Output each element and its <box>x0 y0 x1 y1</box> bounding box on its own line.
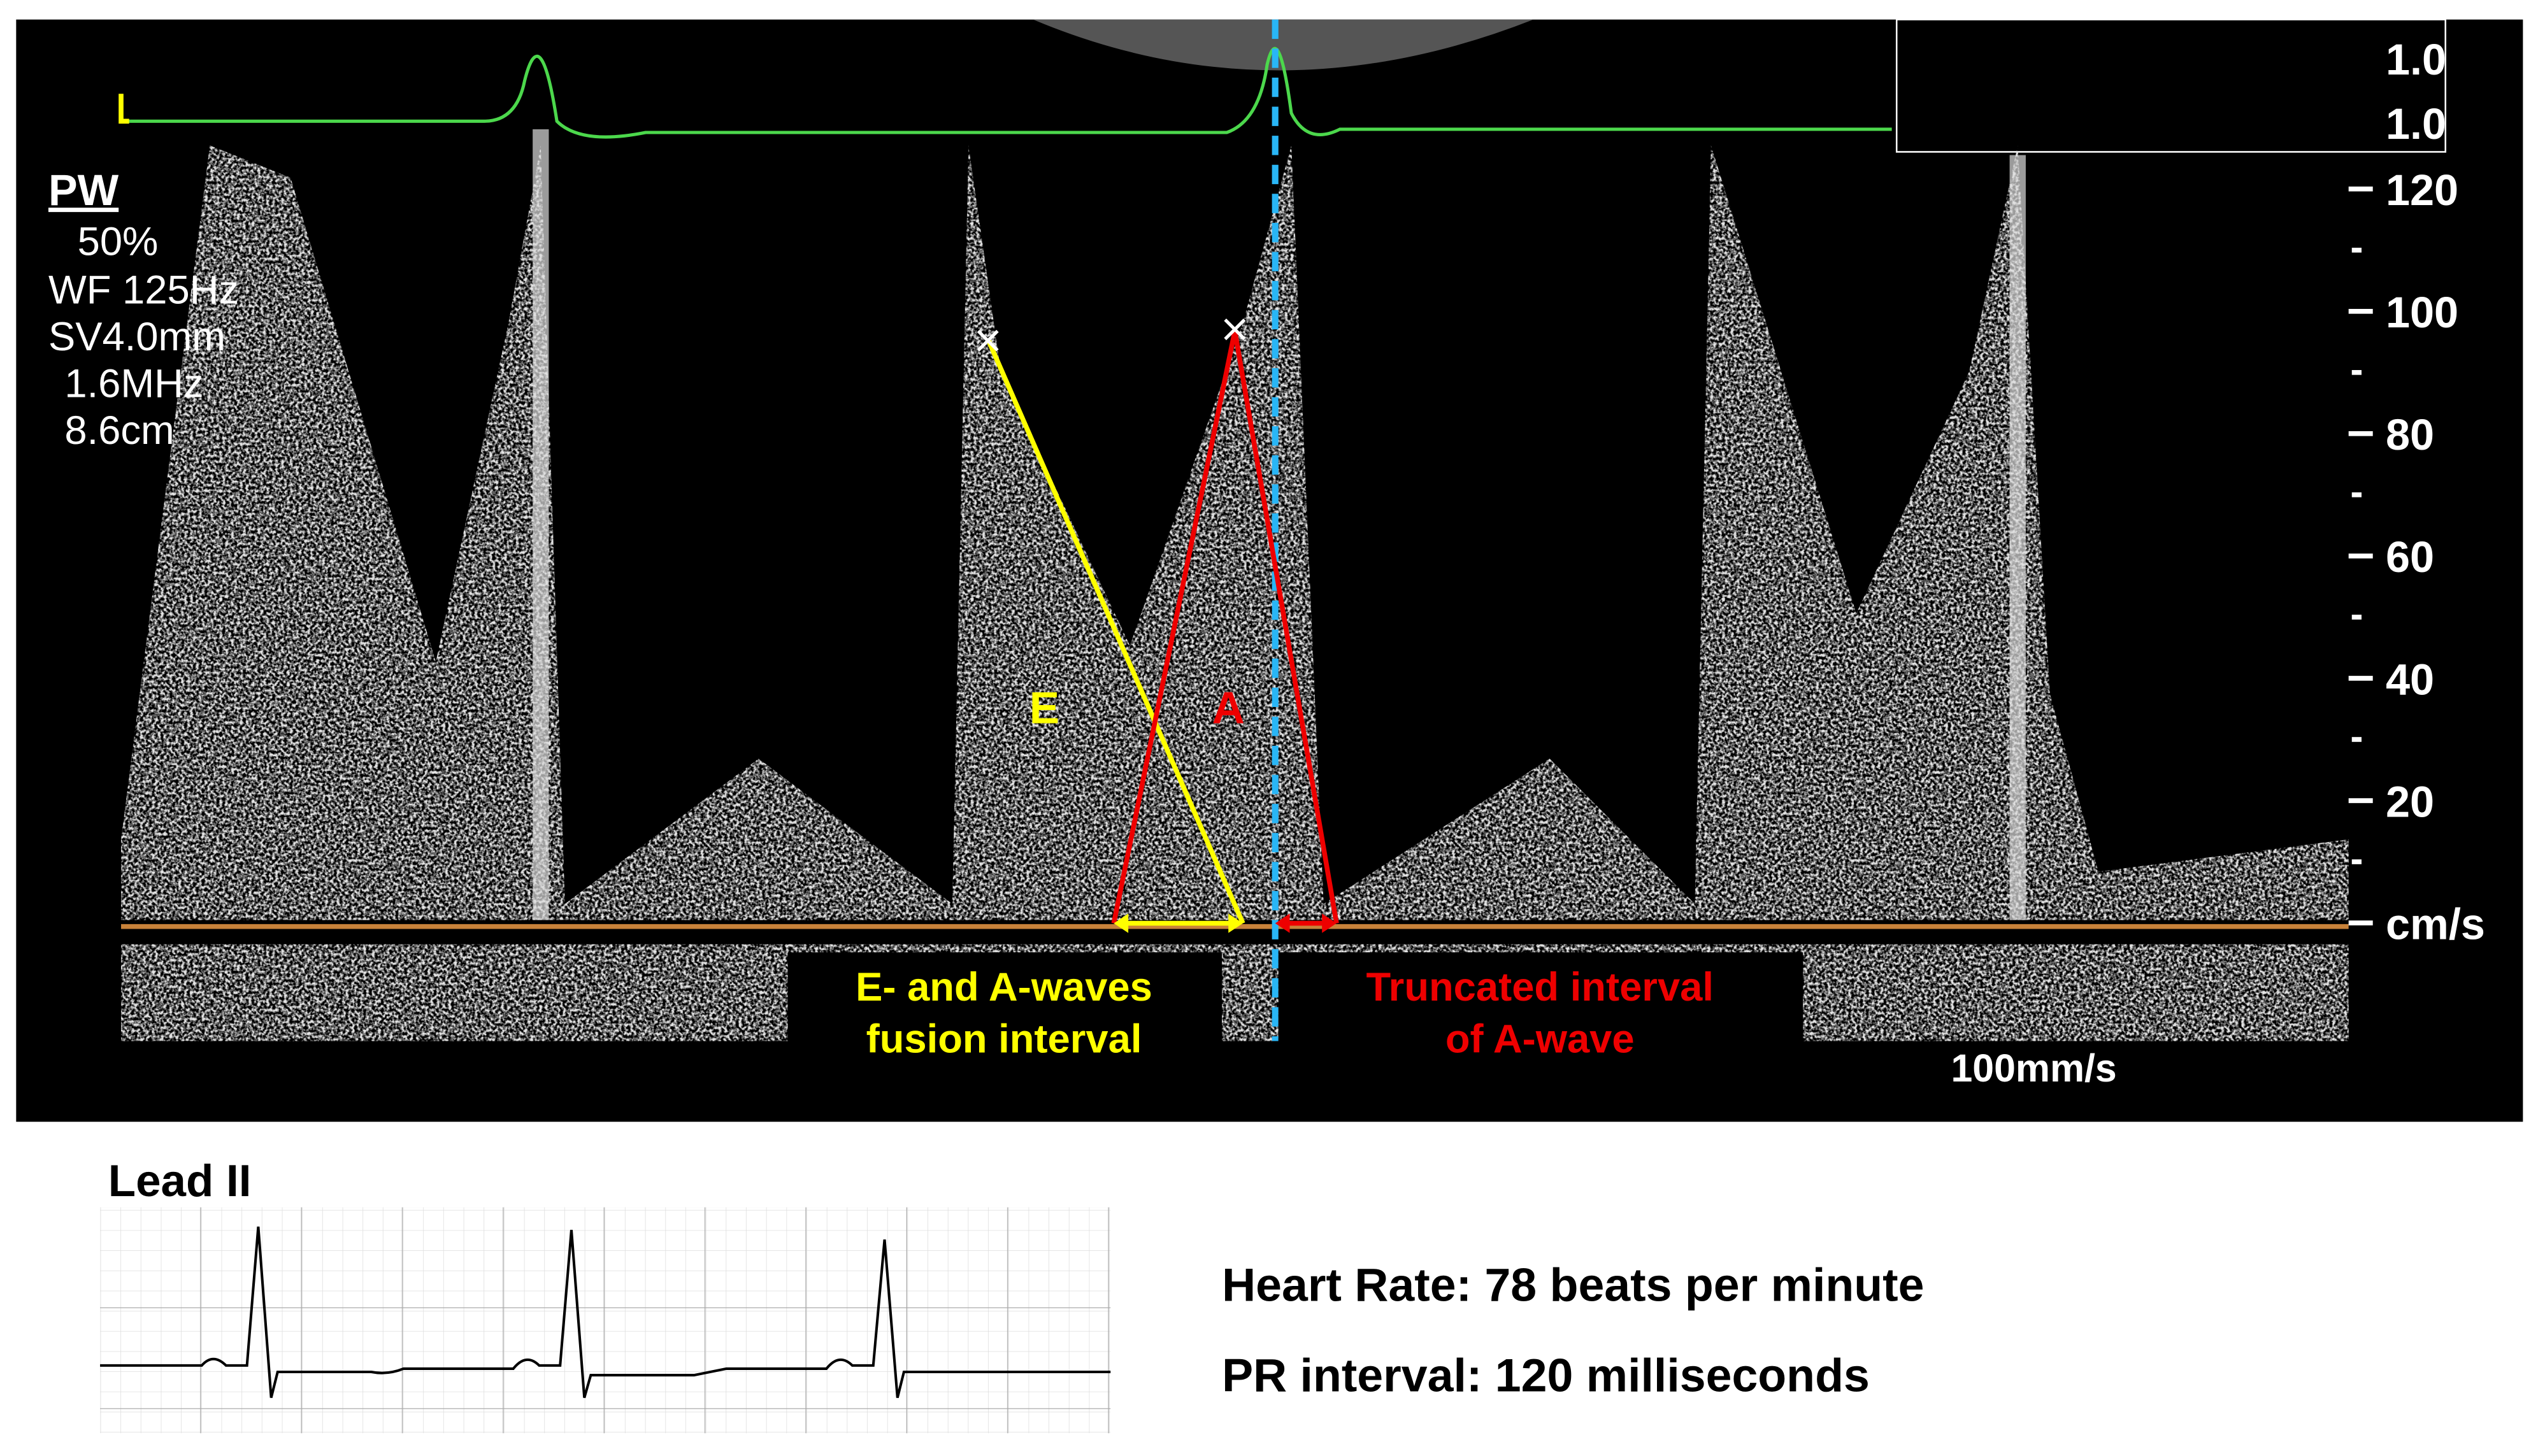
ecg-trace <box>121 46 1892 139</box>
spike <box>2009 155 2026 920</box>
heart-rate: Heart Rate: 78 beats per minute <box>1222 1258 1924 1311</box>
truncated-text: of A-wave <box>1445 1017 1635 1061</box>
pr-interval: PR interval: 120 milliseconds <box>1222 1348 1870 1401</box>
spike <box>533 129 549 920</box>
fusion-text: E- and A-waves <box>856 965 1152 1010</box>
scale-label: 20 <box>2386 778 2434 826</box>
setting-label: 50% <box>78 220 159 264</box>
scale-label: 40 <box>2386 655 2434 704</box>
caliper-marks <box>977 318 1246 352</box>
scale-unit: cm/s <box>2386 900 2485 948</box>
scale-label: 60 <box>2386 533 2434 582</box>
lead-label: Lead II <box>108 1156 252 1206</box>
spectral-envelope <box>121 145 2349 920</box>
sweep-speed: 100mm/s <box>1951 1046 2116 1090</box>
ecg-grid-major <box>100 1207 1111 1434</box>
e-slope <box>986 338 1245 925</box>
fusion-arrowheads <box>1114 913 1244 933</box>
scale-label: 120 <box>2386 166 2458 215</box>
fusion-text: fusion interval <box>866 1017 1142 1061</box>
sector-image <box>1033 19 1534 71</box>
gain-box <box>1895 18 2446 153</box>
truncated-box <box>1278 952 1803 1059</box>
gain-label: 1.0 <box>2386 100 2446 148</box>
gain-label: 1.0 <box>2386 36 2446 84</box>
setting-label: 8.6cm <box>64 408 174 453</box>
truncated-arrowheads <box>1275 913 1337 933</box>
setting-label: WF 125Hz <box>48 268 239 313</box>
spectral-signal <box>121 145 2349 1041</box>
setting-label: PW <box>48 166 119 215</box>
spectral-lower <box>121 944 2349 1041</box>
scale-label: 100 <box>2386 289 2458 337</box>
setting-label: SV4.0mm <box>48 315 226 359</box>
ecg-lead-trace <box>100 1226 1111 1399</box>
setting-label: 1.6MHz <box>64 362 203 406</box>
marker <box>118 94 129 124</box>
velocity-scale: 1.0 1.0 120 100 80 60 40 20 cm/s <box>2348 36 2485 948</box>
a-label: A <box>1212 683 1245 733</box>
e-label: E <box>1029 683 1059 733</box>
scale-label: 80 <box>2386 411 2434 459</box>
truncated-text: Truncated interval <box>1366 965 1714 1010</box>
fusion-box <box>787 952 1222 1059</box>
